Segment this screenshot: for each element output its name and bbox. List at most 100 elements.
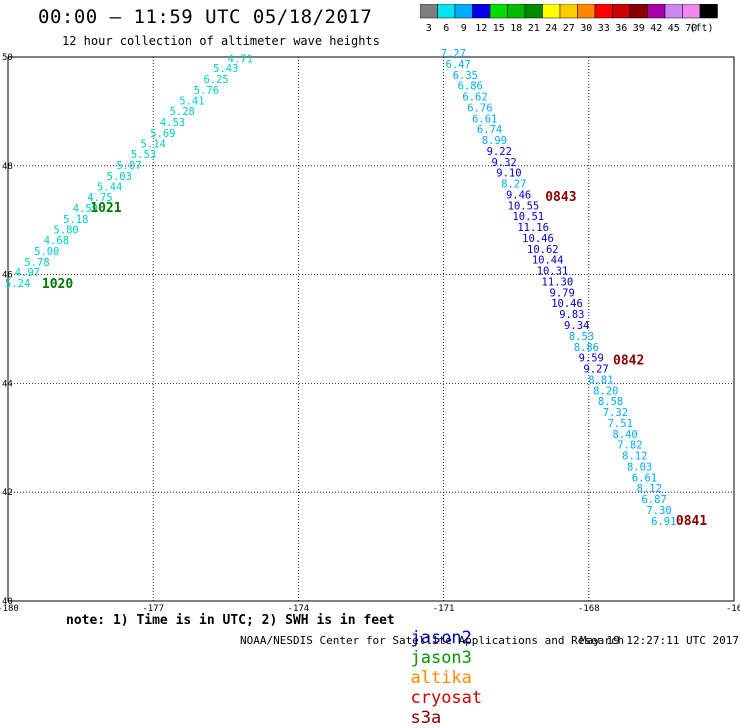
swh-value: 5.28 — [170, 106, 195, 118]
mission-altika: altika — [410, 668, 472, 688]
pass-time-label: 0843 — [545, 190, 576, 205]
swh-value: 11.16 — [517, 222, 549, 234]
swh-value: 6.74 — [477, 124, 502, 136]
swh-value: 6.61 — [472, 113, 497, 125]
credit-line: NOAA/NESDIS Center for Satellite Applica… — [240, 634, 625, 647]
legend-label: 33 — [598, 23, 610, 34]
swh-value: 6.86 — [458, 81, 483, 93]
swh-value: 4.97 — [15, 267, 40, 279]
swh-value: 8.20 — [593, 385, 618, 397]
swh-value: 5.24 — [5, 278, 30, 290]
swh-value: 6.91 — [651, 516, 676, 528]
swh-value: 9.22 — [487, 146, 512, 158]
swh-value: 8.53 — [569, 331, 594, 343]
swh-value: 9.46 — [506, 189, 531, 201]
swh-value: 6.62 — [462, 92, 487, 104]
swh-value: 6.61 — [632, 472, 657, 484]
color-legend: 3 6 9 12 15 18 21 24 27 30 33 36 39 42 45 70(ft) — [420, 4, 718, 34]
x-tick-label: -16 — [726, 604, 740, 614]
map-frame — [7, 56, 735, 602]
swh-value: 4.59 — [73, 203, 98, 215]
swh-value: 7.32 — [603, 407, 628, 419]
swh-value: 8.81 — [588, 374, 613, 386]
swh-value: 10.31 — [537, 266, 569, 278]
swh-value: 9.10 — [496, 168, 521, 180]
mission-legend: jason2 jason3 altika cryosat s3a — [390, 608, 492, 728]
legend-label: 21 — [528, 23, 540, 34]
swh-value: 5.69 — [150, 128, 175, 140]
legend-label: 30 — [580, 23, 592, 34]
swh-value: 8.12 — [622, 451, 647, 463]
swh-value: 5.03 — [107, 171, 132, 183]
legend-label: 12 — [475, 23, 487, 34]
legend-swatch — [699, 4, 718, 19]
legend-label: 6 — [443, 23, 449, 34]
legend-label: 45 — [668, 23, 680, 34]
swh-value: 8.58 — [598, 396, 623, 408]
pass-time-label: 1020 — [42, 277, 73, 292]
y-tick-label: 40 — [2, 597, 13, 607]
swh-value: 7.30 — [646, 505, 671, 517]
pass-time-label: 0841 — [676, 514, 707, 529]
swh-value: 10.46 — [522, 233, 554, 245]
swh-value: 8.99 — [482, 135, 507, 147]
swh-value: 6.87 — [641, 494, 666, 506]
swh-value: 8.03 — [627, 461, 652, 473]
swh-value: 8.40 — [612, 429, 637, 441]
altimeter-map: -180-177-174-171-168-165048464442404.715… — [0, 48, 740, 614]
y-tick-label: 48 — [2, 162, 13, 172]
y-tick-label: 44 — [2, 379, 13, 389]
page-subtitle: 12 hour collection of altimeter wave hei… — [62, 34, 380, 48]
x-tick-label: -180 — [0, 604, 19, 614]
mission-jason2: jason2 — [410, 628, 472, 648]
mission-cryosat: cryosat — [410, 688, 483, 708]
legend-label: 27 — [563, 23, 575, 34]
swh-value: 5.41 — [179, 95, 204, 107]
swh-value: 5.00 — [34, 246, 59, 258]
swh-value: 5.14 — [141, 138, 166, 150]
legend-label: 42 — [650, 23, 662, 34]
swh-value: 8.86 — [574, 342, 599, 354]
swh-value: 5.07 — [116, 160, 141, 172]
swh-value: 9.79 — [550, 287, 575, 299]
swh-value: 9.59 — [579, 353, 604, 365]
swh-value: 7.51 — [608, 418, 633, 430]
swh-value: 9.27 — [583, 364, 608, 376]
timestamp: May 19 12:27:11 UTC 2017 — [580, 634, 739, 647]
swh-value: 5.43 — [213, 63, 238, 75]
page-title: 00:00 – 11:59 UTC 05/18/2017 — [38, 6, 373, 28]
legend-label: 3 — [426, 23, 432, 34]
mission-s3a: s3a — [410, 708, 442, 728]
x-tick-label: -177 — [142, 604, 164, 614]
legend-label: 24 — [545, 23, 557, 34]
x-tick-label: -171 — [433, 604, 455, 614]
swh-value: 6.35 — [453, 70, 478, 82]
mission-jason3: jason3 — [410, 648, 472, 668]
swh-value: 9.32 — [491, 157, 516, 169]
swh-value: 10.44 — [532, 255, 564, 267]
swh-value: 6.47 — [445, 59, 470, 71]
swh-value: 5.18 — [63, 214, 88, 226]
legend-unit: (ft) — [689, 23, 713, 34]
legend-label: 70 — [685, 23, 697, 34]
swh-value: 5.78 — [24, 257, 49, 269]
swh-value: 4.53 — [160, 117, 185, 129]
legend-label: 9 — [461, 23, 467, 34]
swh-value: 10.46 — [551, 298, 583, 310]
swh-value: 9.34 — [564, 320, 589, 332]
swh-value: 11.30 — [542, 276, 574, 288]
pass-time-label: 1021 — [90, 201, 121, 216]
legend-label: 39 — [633, 23, 645, 34]
swh-value: 9.83 — [559, 309, 584, 321]
y-tick-label: 42 — [2, 488, 13, 498]
x-tick-label: -174 — [288, 604, 310, 614]
swh-value: 5.76 — [194, 85, 219, 97]
swh-value: 7.82 — [617, 440, 642, 452]
x-tick-label: -168 — [578, 604, 600, 614]
swh-value: 6.76 — [467, 102, 492, 114]
swh-value: 5.44 — [97, 181, 122, 193]
swh-value: 10.62 — [527, 244, 559, 256]
swh-value: 10.51 — [512, 211, 544, 223]
swh-value: 5.80 — [53, 224, 78, 236]
footer-note: note: 1) Time is in UTC; 2) SWH is in fe… — [66, 613, 395, 628]
